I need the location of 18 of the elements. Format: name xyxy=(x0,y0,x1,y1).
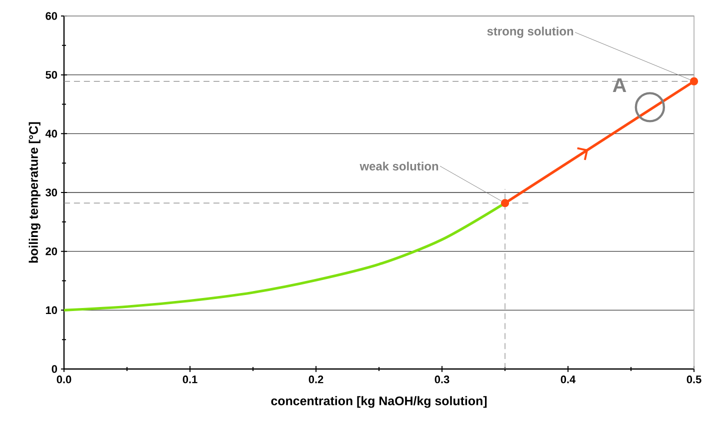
x-tick-label: 0.5 xyxy=(686,376,702,384)
y-tick-label: 0 xyxy=(52,365,58,373)
x-tick-label: 0.2 xyxy=(308,376,324,384)
annotation: A xyxy=(612,78,626,92)
x-tick-label: 0.0 xyxy=(56,376,72,384)
y-tick-label: 10 xyxy=(46,306,58,314)
x-axis-title: concentration [kg NaOH/kg solution] xyxy=(271,396,487,408)
y-tick-label: 20 xyxy=(46,247,58,256)
y-tick-label: 50 xyxy=(46,70,58,79)
annotation: strong solution xyxy=(487,26,574,38)
y-tick-label: 40 xyxy=(45,130,58,138)
y-tick-label: 30 xyxy=(46,188,58,196)
annotation: weak solution xyxy=(360,162,438,170)
y-tick-label: 60 xyxy=(46,12,58,20)
y-axis-title: boiling temperature [°C] xyxy=(28,122,40,263)
x-tick-label: 0.1 xyxy=(182,376,198,384)
x-tick-label: 0.3 xyxy=(434,376,450,384)
x-tick-label: 0.4 xyxy=(560,376,576,384)
